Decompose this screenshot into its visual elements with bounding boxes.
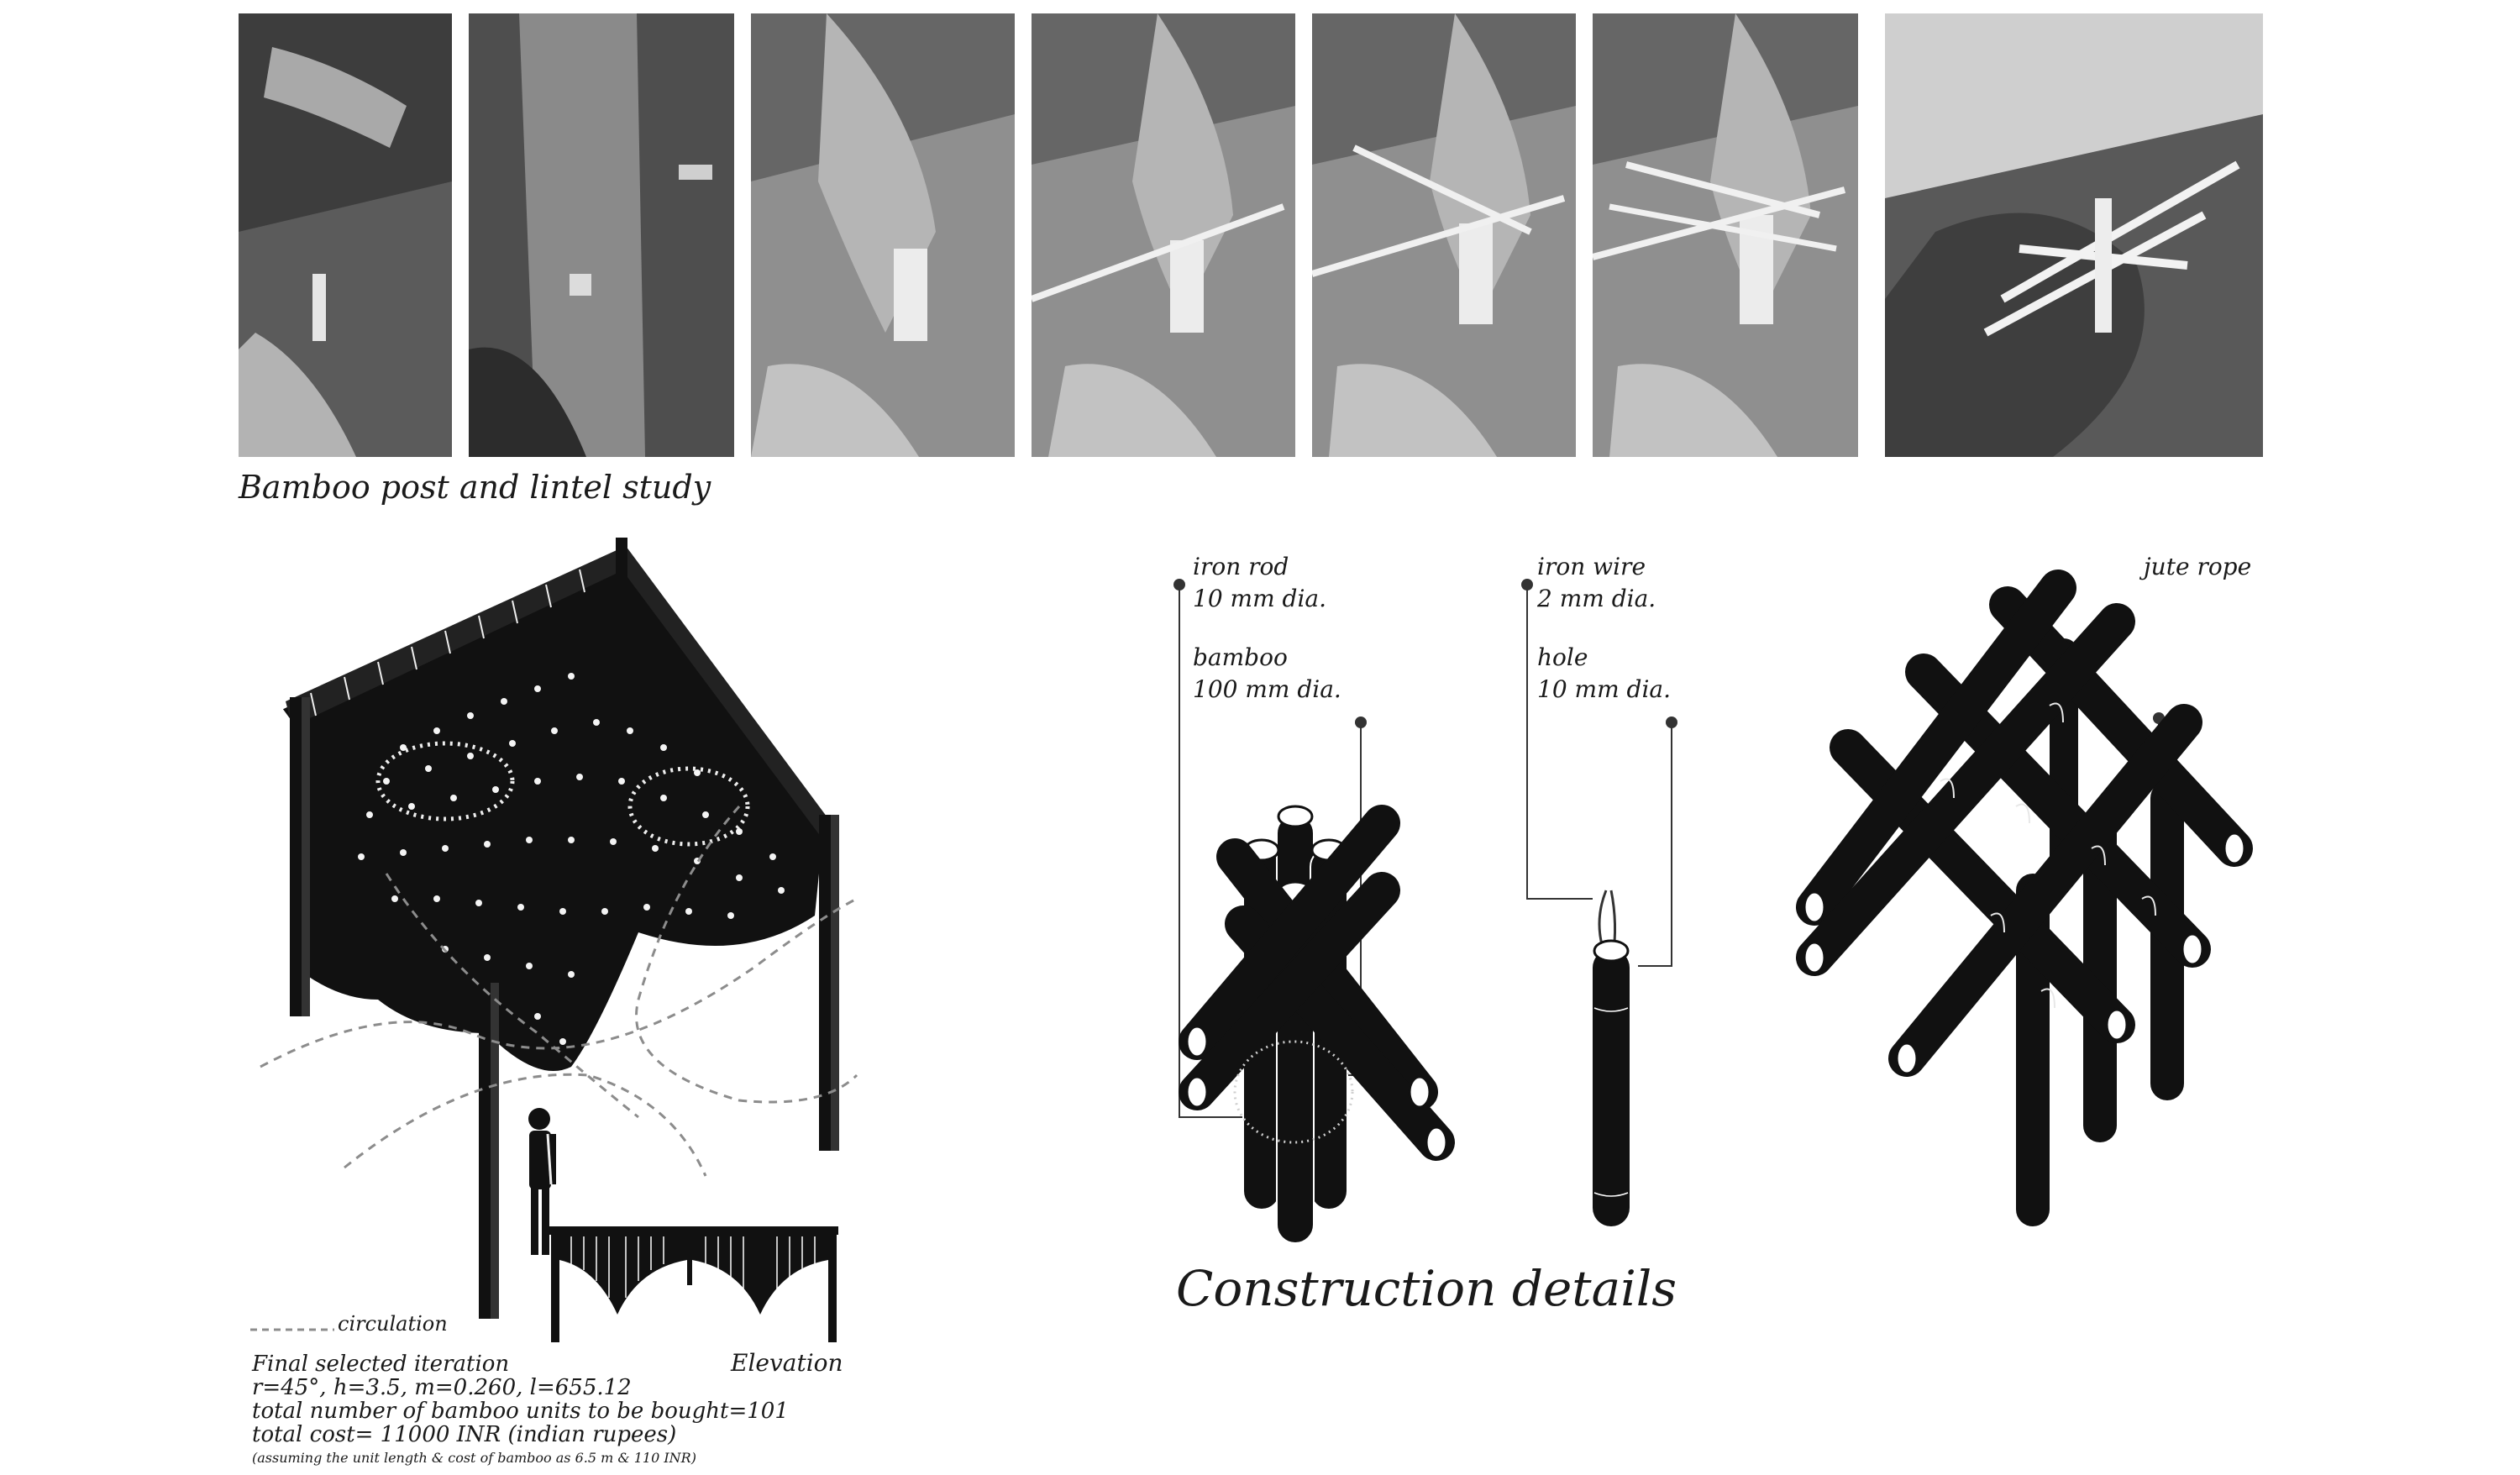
info-note: (assuming the unit length & cost of bamb…	[252, 1450, 696, 1466]
circulation-legend-line	[250, 1328, 334, 1331]
detail1-bamboo-joint	[1173, 579, 1455, 1244]
bamboo-dia-label: 100 mm dia.	[1193, 675, 1341, 703]
detail2-wire-bamboo	[1521, 579, 1677, 1226]
iron-wire-label: iron wire	[1537, 553, 1646, 580]
elevation-label: Elevation	[731, 1349, 843, 1377]
info-line-4: total cost= 11000 INR (indian rupees)	[252, 1422, 677, 1447]
bamboo-label: bamboo	[1193, 643, 1288, 671]
photo-step-6	[1593, 13, 1858, 457]
info-line-1: Final selected iteration	[252, 1352, 510, 1377]
iteration-info: Final selected iteration r=45°, h=3.5, m…	[252, 1352, 789, 1470]
construction-details-title: Construction details	[1176, 1260, 1677, 1317]
photo-step-3	[751, 13, 1015, 457]
photo-step-5	[1312, 13, 1576, 457]
photo-step-7	[1885, 13, 2263, 457]
iron-wire-dia-label: 2 mm dia.	[1537, 585, 1656, 612]
photo-step-4	[1032, 13, 1295, 457]
info-line-2: r=45°, h=3.5, m=0.260, l=655.12	[252, 1375, 632, 1400]
pavilion-axonometric	[260, 538, 858, 1319]
info-line-3: total number of bamboo units to be bough…	[252, 1399, 789, 1424]
jute-rope-label: jute rope	[2144, 553, 2252, 580]
photo-step-1	[239, 13, 452, 457]
hole-label: hole	[1537, 643, 1588, 671]
iron-rod-label: iron rod	[1193, 553, 1289, 580]
hole-dia-label: 10 mm dia.	[1537, 675, 1672, 703]
photo-step-2	[469, 13, 734, 457]
detail2-labels: iron wire 2 mm dia. hole 10 mm dia.	[1537, 551, 1671, 706]
detail1-labels: iron rod 10 mm dia. bamboo 100 mm dia.	[1193, 551, 1341, 706]
detail3-lattice	[1796, 570, 2253, 1226]
circulation-legend-label: circulation	[338, 1312, 448, 1336]
photo-caption: Bamboo post and lintel study	[239, 469, 711, 506]
elevation-drawing	[549, 1226, 838, 1342]
iron-rod-dia-label: 10 mm dia.	[1193, 585, 1327, 612]
